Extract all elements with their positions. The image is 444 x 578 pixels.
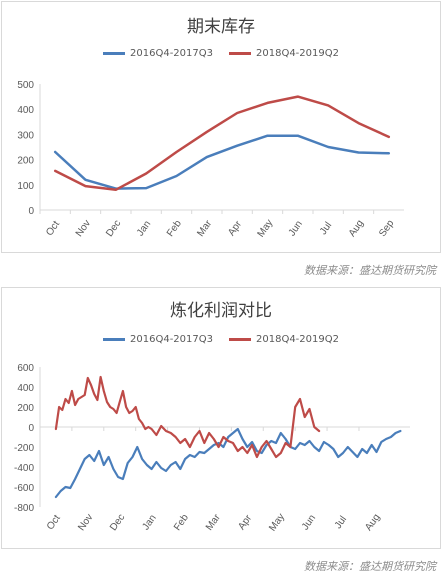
x-tick-label: Oct <box>44 219 62 238</box>
series-line-2 <box>53 95 391 192</box>
inventory-chart-plot: 0 100 200 300 400 500 Oct Nov Dec Jan Feb Mar Apr May… <box>17 80 404 240</box>
x-tick-label: Apr <box>226 218 244 238</box>
x-tick-label: Aug <box>347 218 366 239</box>
x-tick-label: Apr <box>236 512 254 532</box>
y-tick-label: 500 <box>17 80 34 91</box>
x-tick-label: Dec <box>104 218 123 239</box>
x-tick-label: Mar <box>204 512 223 533</box>
x-tick-label: Jul <box>318 220 334 237</box>
series-line-1 <box>54 427 402 499</box>
legend-item-series1: 2016Q4-2017Q3 <box>103 48 213 59</box>
chart-title: 炼化利润对比 <box>170 301 272 321</box>
x-tick-label: Oct <box>45 513 63 532</box>
chart-title: 期末库存 <box>187 17 255 37</box>
legend-swatch <box>103 338 126 341</box>
y-tick-label: 200 <box>17 156 34 167</box>
legend-swatch <box>229 52 251 55</box>
y-tick-label: 0 <box>28 206 34 217</box>
y-tick-label: -600 <box>14 483 34 494</box>
source-note: 数据来源：盛达期货研究院 <box>304 264 436 277</box>
x-tick-label: Feb <box>172 512 191 533</box>
legend-item-series1: 2016Q4-2017Q3 <box>103 334 213 345</box>
y-tick-label: 0 <box>28 423 34 434</box>
x-tick-label: Sep <box>377 218 396 239</box>
chart-legend: 2016Q4-2017Q3 2018Q4-2019Q2 <box>2 48 440 59</box>
series-line-2 <box>54 375 321 459</box>
x-tick-label: Jan <box>140 513 158 533</box>
legend-item-series2: 2018Q4-2019Q2 <box>229 334 339 345</box>
legend-swatch <box>229 338 251 341</box>
source-note: 数据来源：盛达期货研究院 <box>304 560 436 573</box>
refining-profit-chart-plot: -800 -600 -400 -200 0 200 400 600 Oct Nov Dec Jan Fe… <box>14 363 410 534</box>
x-tick-label: Jun <box>300 513 318 533</box>
legend-label: 2016Q4-2017Q3 <box>130 48 213 59</box>
y-tick-label: -400 <box>14 463 34 474</box>
x-tick-label: Dec <box>108 512 127 533</box>
x-tick-label: Nov <box>76 512 95 533</box>
x-tick-label: May <box>256 218 276 240</box>
y-tick-label: 100 <box>17 181 34 192</box>
x-tick-label: Jan <box>135 219 153 239</box>
y-tick-label: 600 <box>17 363 34 374</box>
x-tick-label: Nov <box>74 218 93 239</box>
x-tick-label: Jul <box>333 514 349 531</box>
refining-profit-chart-panel: 炼化利润对比 2016Q4-2017Q3 2018Q4-2019Q2 -800-… <box>1 287 441 549</box>
x-tick-label: Aug <box>363 512 382 533</box>
x-tick-label: May <box>267 512 287 534</box>
chart-legend: 2016Q4-2017Q3 2018Q4-2019Q2 <box>2 334 440 345</box>
y-tick-label: -200 <box>14 443 34 454</box>
legend-item-series2: 2018Q4-2019Q2 <box>229 48 339 59</box>
legend-label: 2018Q4-2019Q2 <box>256 48 339 59</box>
inventory-chart-panel: 期末库存 2016Q4-2017Q3 2018Q4-2019Q2 0 100 200… <box>1 1 441 253</box>
legend-label: 2016Q4-2017Q3 <box>130 334 213 345</box>
y-tick-label: 300 <box>17 130 34 141</box>
x-tick-label: Mar <box>195 218 214 239</box>
y-tick-label: -800 <box>14 503 34 514</box>
y-tick-label: 400 <box>17 383 34 394</box>
y-tick-label: 400 <box>17 105 34 116</box>
x-tick-label: Jun <box>287 219 305 239</box>
series-line-1 <box>53 134 391 190</box>
x-tick-label: Feb <box>165 218 184 239</box>
y-tick-label: 200 <box>17 403 34 414</box>
legend-swatch <box>103 52 126 55</box>
legend-label: 2018Q4-2019Q2 <box>256 334 339 345</box>
